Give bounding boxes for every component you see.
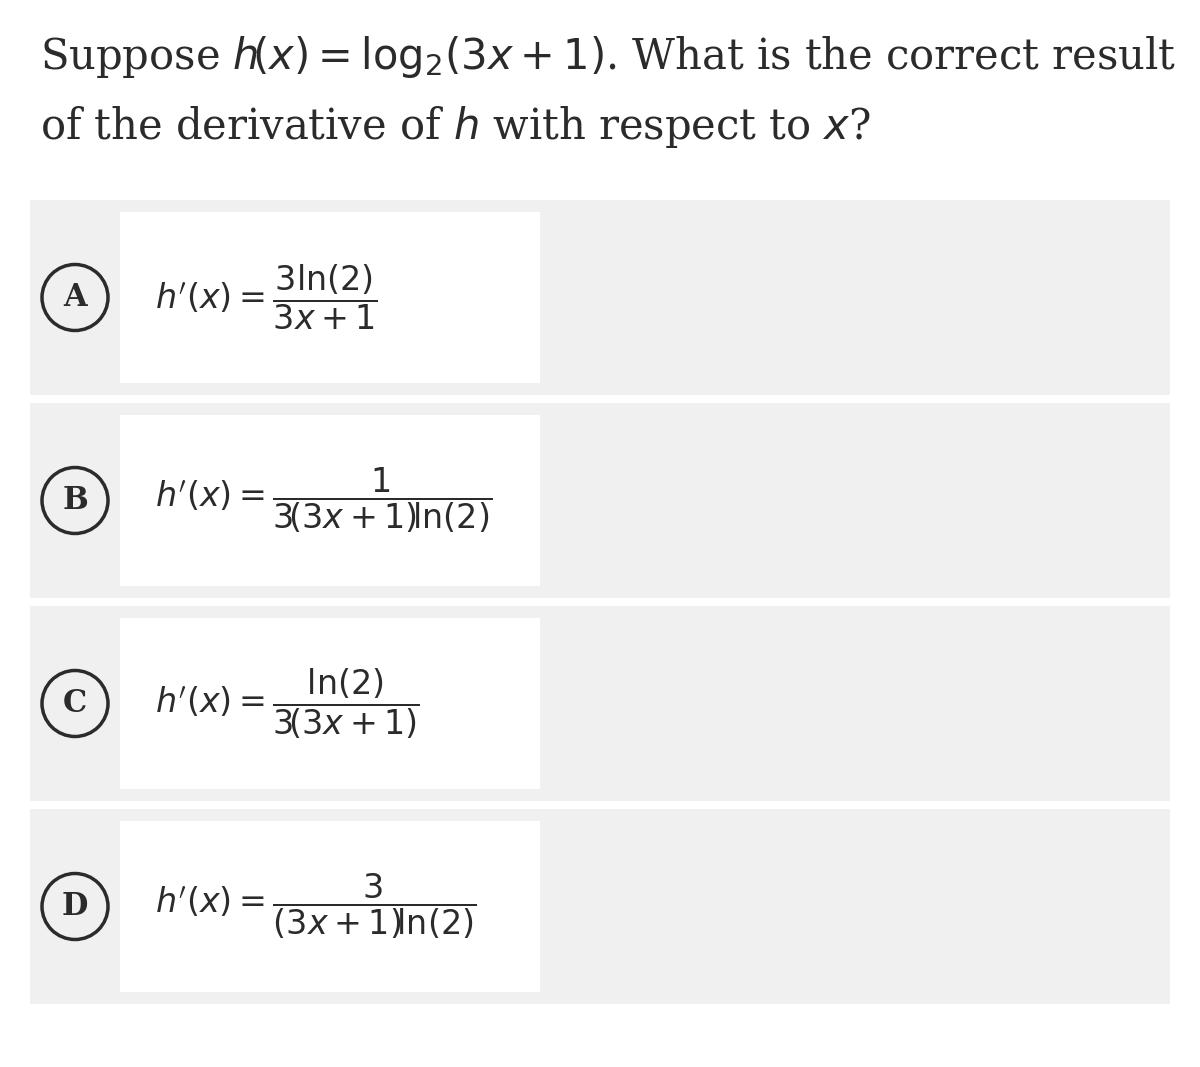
Text: Suppose $h\!\left(x\right)=\log_2\!\left(3x+1\right)$. What is the correct resul: Suppose $h\!\left(x\right)=\log_2\!\left… [40, 34, 1176, 80]
Bar [120, 415, 540, 586]
Text: C: C [62, 688, 88, 719]
Text: $h'(x)=\dfrac{\ln(2)}{3\!\left(3x+1\right)}$: $h'(x)=\dfrac{\ln(2)}{3\!\left(3x+1\righ… [155, 666, 420, 740]
Bar [120, 212, 540, 383]
Bar [30, 606, 1170, 801]
Text: $h'(x)=\dfrac{1}{3\!\left(3x+1\right)\!\ln(2)}$: $h'(x)=\dfrac{1}{3\!\left(3x+1\right)\!\… [155, 466, 492, 536]
Text: A: A [64, 282, 86, 313]
Bar [120, 821, 540, 992]
Bar [30, 200, 1170, 395]
Bar [30, 809, 1170, 1004]
Bar [120, 618, 540, 789]
Text: $h'(x)=\dfrac{3}{\left(3x+1\right)\!\ln(2)}$: $h'(x)=\dfrac{3}{\left(3x+1\right)\!\ln(… [155, 872, 476, 941]
Bar [30, 403, 1170, 598]
Text: of the derivative of $h$ with respect to $x$?: of the derivative of $h$ with respect to… [40, 103, 871, 150]
Text: D: D [62, 891, 88, 922]
Text: B: B [62, 485, 88, 516]
Text: $h'(x)=\dfrac{3\ln(2)}{3x+1}$: $h'(x)=\dfrac{3\ln(2)}{3x+1}$ [155, 262, 378, 332]
